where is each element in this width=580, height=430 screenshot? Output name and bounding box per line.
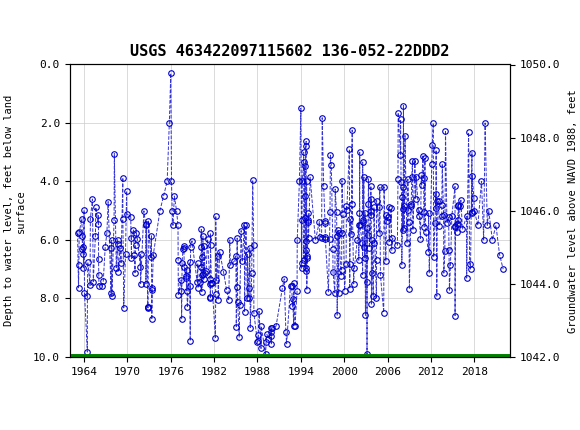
Y-axis label: Groundwater level above NAVD 1988, feet: Groundwater level above NAVD 1988, feet (568, 89, 578, 332)
Text: ≡USGS: ≡USGS (6, 16, 93, 36)
Y-axis label: Depth to water level, feet below land
surface: Depth to water level, feet below land su… (4, 95, 26, 326)
Legend:  (285, 407, 295, 416)
Title: USGS 463422097115602 136-052-22DDD2: USGS 463422097115602 136-052-22DDD2 (130, 44, 450, 59)
